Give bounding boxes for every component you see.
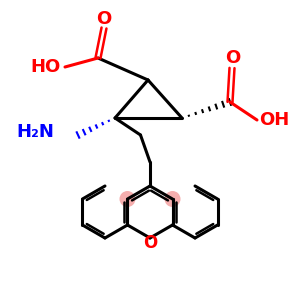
Text: O: O [143,234,157,252]
Text: O: O [96,10,112,28]
Text: HO: HO [30,58,60,76]
Text: OH: OH [259,111,289,129]
Circle shape [119,191,136,207]
Text: O: O [225,49,241,67]
Circle shape [164,191,181,207]
Text: H₂N: H₂N [16,123,54,141]
